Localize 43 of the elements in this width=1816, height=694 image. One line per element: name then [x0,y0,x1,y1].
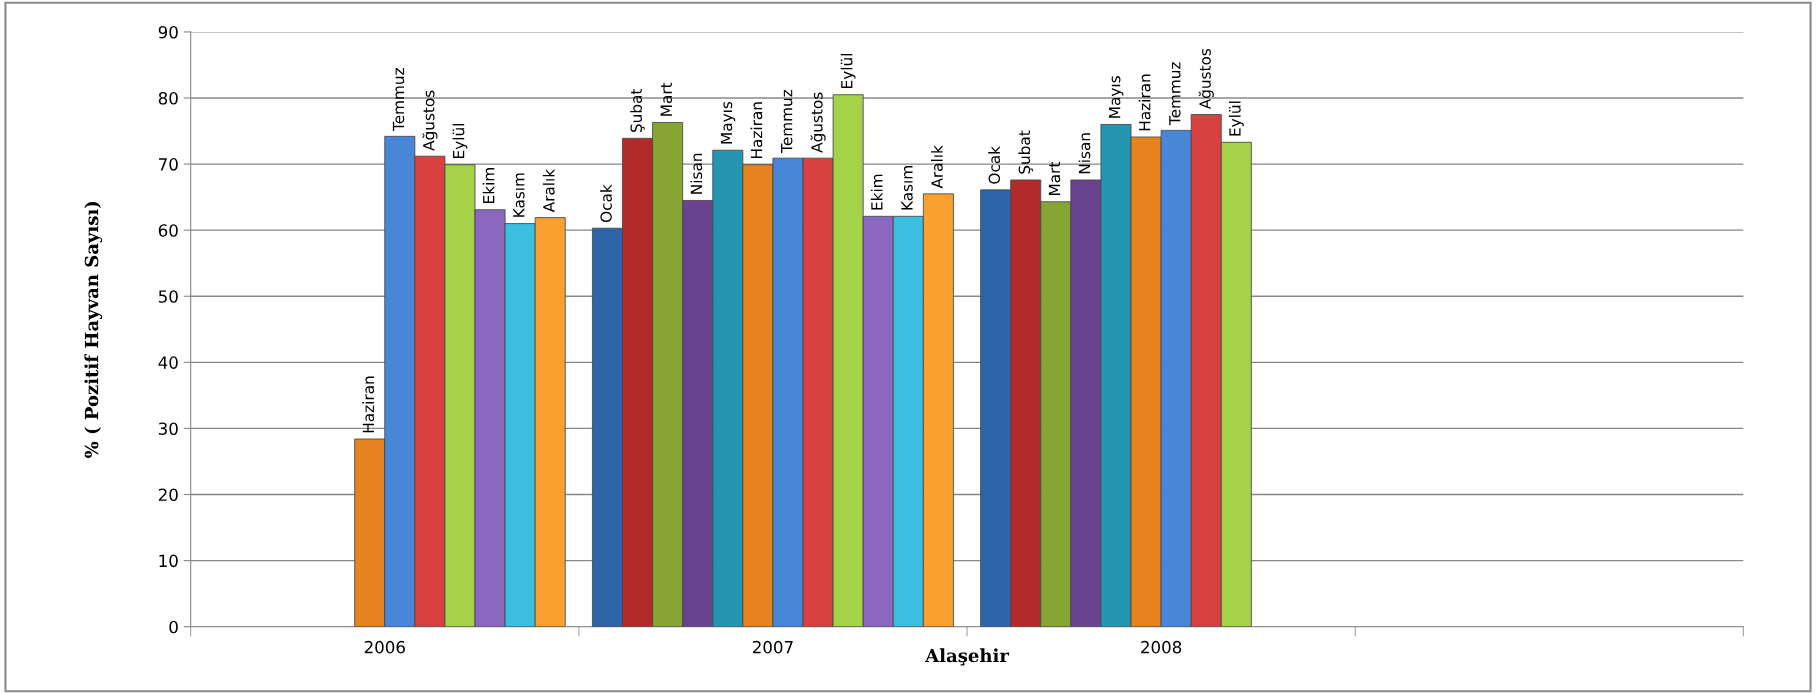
text: Haziran [1138,74,1151,131]
y-tick-label: 70 [159,158,178,171]
text: Mart [660,82,673,116]
text: Nisan [1078,133,1091,174]
text: Ekim [482,168,495,203]
y-tick-label: 60 [158,224,178,237]
text: Aralık [931,145,943,189]
text: Ocak [600,184,612,223]
text: Haziran [362,376,375,433]
y-tick-label: 80 [158,91,178,105]
y-tick-label: 90 [158,25,178,39]
text: Temmuz [392,68,405,132]
x-tick-label: 2008 [1141,640,1182,654]
text: Mart [1048,162,1061,195]
text: Mayıs [720,101,736,144]
text: Eylül [452,124,468,158]
y-tick-label: 40 [158,356,178,369]
text: Ekim [870,174,883,210]
text: Aralık [542,168,555,213]
x-tick-label: 2006 [364,640,405,654]
y-tick-label: 50 [158,290,178,303]
x-tick-label: 2007 [752,640,793,654]
x-axis-title: Alaşehir [925,648,1010,666]
text: Eylül [840,53,856,88]
y-tick-label: 20 [158,488,178,502]
text: Kasım [513,173,525,217]
text: Haziran [750,102,763,158]
text: Mayıs [1109,76,1124,118]
text: Ocak [988,145,1001,184]
y-tick-label: 0 [169,620,178,634]
y-tick-label: 30 [158,422,178,435]
text: Ağustos [810,92,826,153]
y-axis-title: % ( Pozitif Hayvan Sayısı) [84,201,103,459]
text: Ağustos [422,90,438,151]
text: Şubat [630,88,645,133]
text: Temmuz [781,89,793,153]
text: Şubat [1018,130,1033,174]
text: Eylül [1228,101,1244,136]
y-tick-label: 10 [159,554,178,568]
text: Kasım [901,166,913,210]
text: Nisan [690,153,703,194]
text: Temmuz [1169,62,1181,126]
text: Ağustos [1198,48,1214,110]
